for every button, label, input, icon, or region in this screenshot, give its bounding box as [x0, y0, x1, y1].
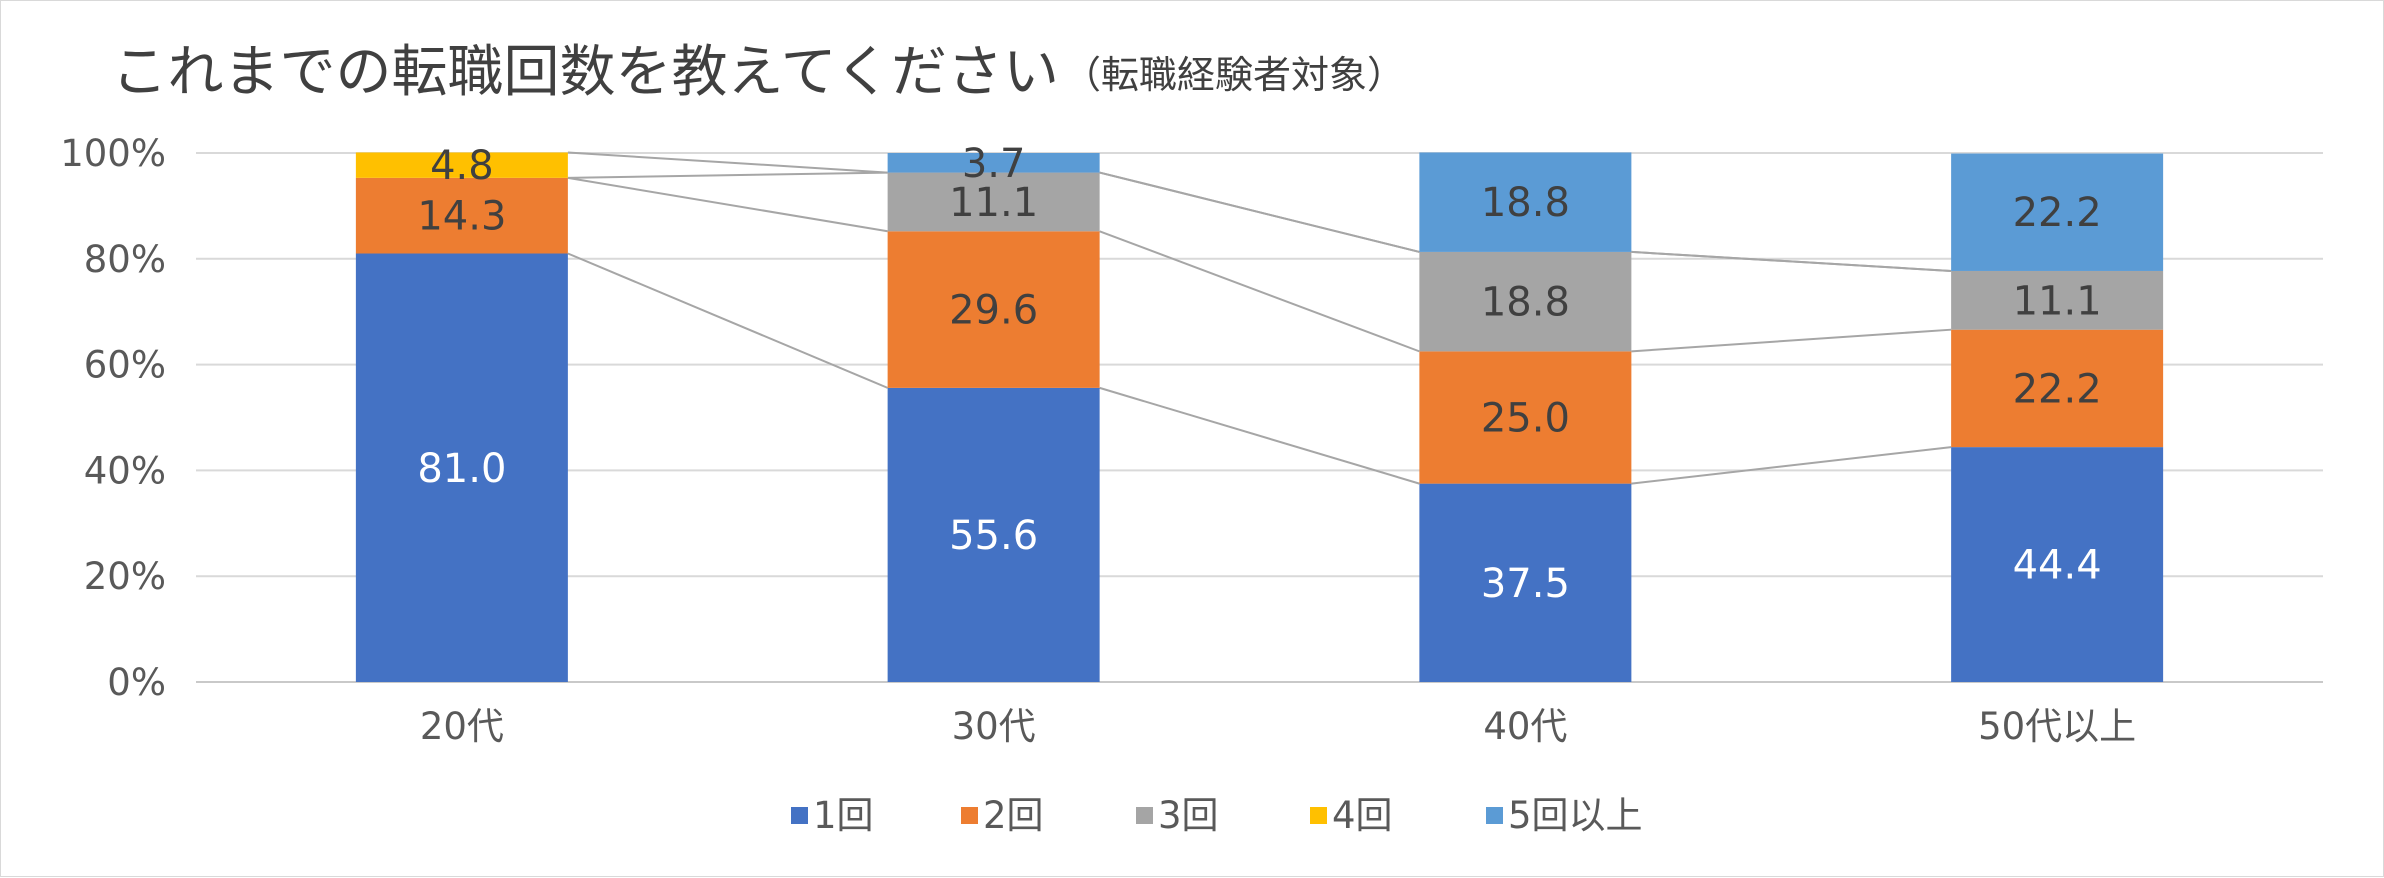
bar-segment	[355, 253, 568, 682]
series-line	[1099, 171, 1420, 253]
legend-swatch	[1486, 807, 1503, 824]
legend-label: 4回	[1332, 794, 1393, 837]
series-line	[1631, 250, 1952, 272]
series-line	[567, 171, 888, 179]
bar-segment	[887, 153, 1100, 173]
series-line	[567, 176, 888, 233]
series-line	[1099, 386, 1420, 485]
y-tick-label: 100%	[60, 132, 166, 175]
x-tick-label: 50代以上	[1978, 705, 2136, 748]
data-label: 25.0	[1481, 396, 1570, 442]
legend-label: 2回	[983, 794, 1044, 837]
series-lines	[567, 151, 1952, 485]
y-tick-label: 60%	[84, 344, 166, 387]
series-line	[1631, 446, 1952, 485]
bar-segment	[887, 387, 1100, 682]
chart-title: これまでの転職回数を教えてください	[111, 40, 1059, 105]
y-axis: 0% 20% 40% 60% 80% 100%	[60, 132, 166, 704]
y-tick-label: 80%	[84, 238, 166, 281]
bar-segment	[1951, 153, 2164, 271]
data-labels: 81.014.34.855.629.611.13.737.525.018.818…	[417, 141, 2101, 607]
legend-swatch	[1136, 807, 1153, 824]
legend-label: 5回以上	[1508, 794, 1643, 837]
series-line	[1631, 328, 1952, 353]
chart-subtitle: （転職経験者対象）	[1063, 53, 1405, 97]
data-label: 44.4	[2013, 543, 2102, 589]
legend: 1回 2回 3回 4回 5回以上	[791, 794, 1643, 837]
data-label: 11.1	[2013, 278, 2102, 324]
bar-segment	[1419, 251, 1632, 352]
legend-label: 3回	[1158, 794, 1219, 837]
data-label: 22.2	[2013, 366, 2102, 412]
bar-segment	[1951, 270, 2164, 330]
series-line	[567, 252, 889, 389]
data-label: 4.8	[430, 143, 494, 189]
data-label: 18.8	[1481, 180, 1570, 226]
x-tick-label: 20代	[420, 705, 504, 748]
legend-swatch	[791, 807, 808, 824]
legend-swatch	[961, 807, 978, 824]
data-label: 3.7	[962, 141, 1026, 187]
data-label: 18.8	[1481, 280, 1570, 326]
x-tick-label: 30代	[952, 705, 1036, 748]
bar-segment	[1951, 447, 2164, 682]
bar-segment	[355, 177, 568, 254]
bar-segment	[355, 152, 568, 178]
bar-segment	[887, 172, 1100, 232]
data-label: 81.0	[417, 446, 506, 492]
legend-swatch	[1310, 807, 1327, 824]
legend-label: 1回	[813, 794, 874, 837]
bar-segment	[1419, 351, 1632, 484]
data-label: 14.3	[417, 194, 506, 240]
chart-title-group: これまでの転職回数を教えてください （転職経験者対象）	[111, 40, 1405, 105]
data-label: 37.5	[1481, 561, 1570, 607]
bar-segment	[1419, 483, 1632, 682]
bar-segment	[887, 231, 1100, 388]
bar-segment	[1951, 329, 2164, 448]
x-axis: 20代 30代 40代 50代以上	[420, 705, 2136, 748]
bar-segment	[1419, 152, 1632, 252]
bars	[355, 152, 2164, 682]
data-label: 55.6	[949, 513, 1038, 559]
series-line	[1099, 230, 1420, 353]
series-line	[567, 151, 888, 174]
y-tick-label: 20%	[84, 555, 166, 598]
y-tick-label: 0%	[107, 661, 166, 704]
data-label: 11.1	[949, 180, 1038, 226]
data-label: 22.2	[2013, 190, 2102, 236]
x-tick-label: 40代	[1483, 705, 1567, 748]
y-tick-label: 40%	[84, 449, 166, 492]
data-label: 29.6	[949, 288, 1038, 334]
